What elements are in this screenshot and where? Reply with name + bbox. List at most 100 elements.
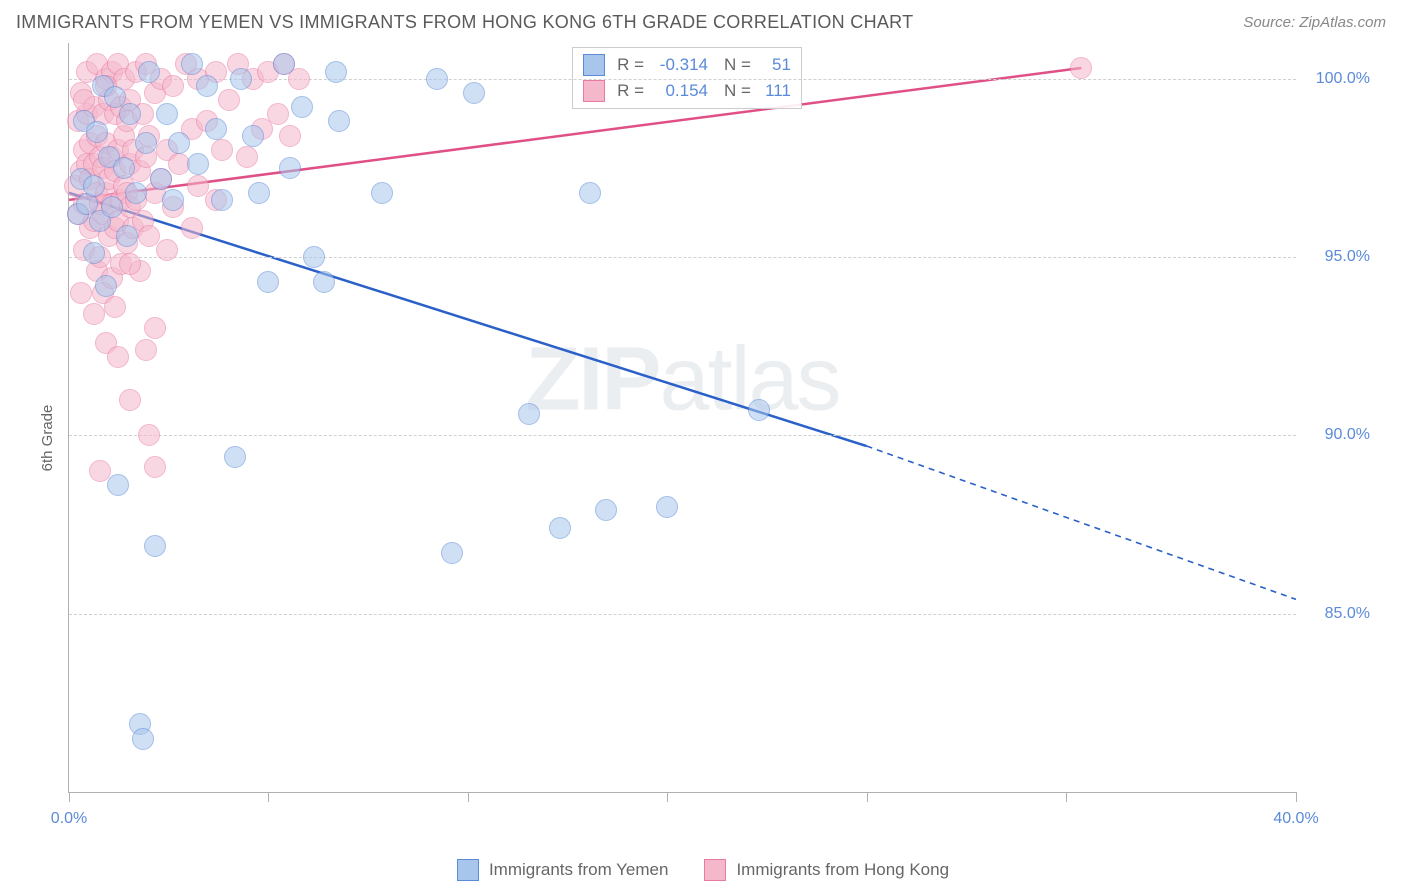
data-point-yemen [135,132,157,154]
y-axis-label: 6th Grade [39,405,56,472]
gridline-h [69,614,1296,615]
data-point-yemen [579,182,601,204]
data-point-yemen [230,68,252,90]
data-point-yemen [463,82,485,104]
data-point-hk [162,75,184,97]
data-point-yemen [83,242,105,264]
data-point-hk [267,103,289,125]
watermark: ZIPatlas [525,329,839,432]
info-swatch-hk [583,80,605,102]
data-point-yemen [518,403,540,425]
data-point-yemen [656,496,678,518]
data-point-yemen [248,182,270,204]
data-point-yemen [196,75,218,97]
data-point-hk [89,460,111,482]
data-point-yemen [168,132,190,154]
xtick [667,792,668,802]
chart-title: IMMIGRANTS FROM YEMEN VS IMMIGRANTS FROM… [16,12,913,33]
legend-item-yemen: Immigrants from Yemen [457,859,669,881]
data-point-yemen [144,535,166,557]
gridline-h [69,435,1296,436]
info-r-value: 0.154 [650,81,708,101]
info-r-label: R = [617,55,644,75]
source-site[interactable]: ZipAtlas.com [1299,14,1386,31]
data-point-yemen [441,542,463,564]
info-n-label: N = [724,81,751,101]
info-r-label: R = [617,81,644,101]
data-point-yemen [138,61,160,83]
data-point-yemen [595,499,617,521]
data-point-hk [144,317,166,339]
data-point-hk [104,296,126,318]
data-point-hk [83,303,105,325]
data-point-hk [107,346,129,368]
data-point-yemen [125,182,147,204]
data-point-hk [119,389,141,411]
ytick-label: 85.0% [1306,605,1370,623]
data-point-hk [1070,57,1092,79]
data-point-yemen [95,275,117,297]
data-point-yemen [426,68,448,90]
data-point-yemen [291,96,313,118]
data-point-hk [187,175,209,197]
info-n-label: N = [724,55,751,75]
data-point-yemen [224,446,246,468]
xtick-label: 40.0% [1273,810,1318,828]
data-point-yemen [119,103,141,125]
data-point-yemen [273,53,295,75]
source-label: Source: [1243,14,1295,31]
data-point-yemen [132,728,154,750]
data-point-yemen [549,517,571,539]
data-point-hk [119,253,141,275]
data-point-yemen [162,189,184,211]
xtick [468,792,469,802]
data-point-yemen [748,399,770,421]
xtick [867,792,868,802]
plot-region: ZIPatlas R =-0.314N =51R =0.154N =111 85… [68,43,1296,793]
legend-swatch-hk [704,859,726,881]
data-point-hk [70,282,92,304]
xtick [268,792,269,802]
legend-label: Immigrants from Yemen [489,860,669,880]
chart-header: IMMIGRANTS FROM YEMEN VS IMMIGRANTS FROM… [0,0,1406,41]
xtick-label: 0.0% [51,810,87,828]
data-point-hk [138,424,160,446]
data-point-yemen [104,86,126,108]
data-point-yemen [257,271,279,293]
data-point-hk [144,456,166,478]
data-point-hk [279,125,301,147]
data-point-hk [135,339,157,361]
data-point-yemen [187,153,209,175]
info-n-value: 51 [757,55,791,75]
data-point-hk [73,89,95,111]
data-point-yemen [303,246,325,268]
data-point-hk [236,146,258,168]
legend: Immigrants from Yemen Immigrants from Hon… [0,859,1406,886]
data-point-hk [211,139,233,161]
ytick-label: 100.0% [1306,70,1370,88]
data-point-hk [156,239,178,261]
info-row-hk: R =0.154N =111 [583,78,791,104]
legend-item-hk: Immigrants from Hong Kong [704,859,949,881]
data-point-hk [218,89,240,111]
gridline-h [69,257,1296,258]
data-point-yemen [313,271,335,293]
data-point-yemen [279,157,301,179]
watermark-bold: ZIP [525,330,659,430]
data-point-yemen [205,118,227,140]
data-point-yemen [328,110,350,132]
data-point-yemen [325,61,347,83]
xtick [69,792,70,802]
ytick-label: 90.0% [1306,426,1370,444]
data-point-hk [181,217,203,239]
data-point-yemen [83,175,105,197]
data-point-yemen [211,189,233,211]
data-point-yemen [107,474,129,496]
xtick [1066,792,1067,802]
data-point-yemen [242,125,264,147]
info-r-value: -0.314 [650,55,708,75]
legend-label: Immigrants from Hong Kong [736,860,949,880]
ytick-label: 95.0% [1306,248,1370,266]
data-point-yemen [101,196,123,218]
info-swatch-yemen [583,54,605,76]
